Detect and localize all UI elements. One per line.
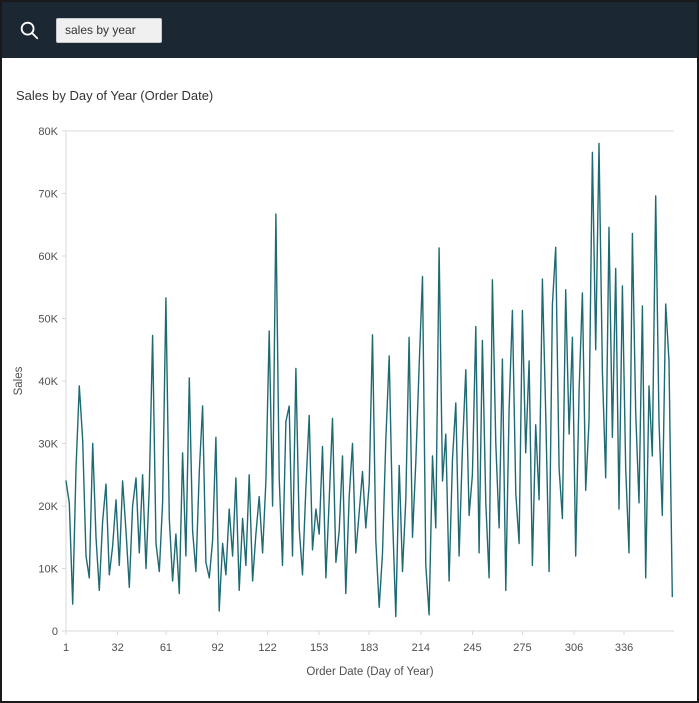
y-tick-label: 0 (52, 626, 58, 638)
y-tick-label: 50K (38, 314, 58, 326)
x-tick-label: 153 (310, 642, 328, 654)
chart-panel: Sales by Day of Year (Order Date) Sales … (2, 88, 697, 693)
y-tick-label: 30K (38, 439, 58, 451)
x-tick-label: 32 (112, 642, 124, 654)
y-tick-label: 40K (38, 376, 58, 388)
y-tick-label: 60K (38, 251, 58, 263)
sales-line[interactable] (65, 142, 673, 618)
chart-title: Sales by Day of Year (Order Date) (16, 88, 214, 103)
x-tick-label: 92 (211, 642, 223, 654)
y-tick-label: 20K (38, 501, 58, 513)
x-tick-label: 306 (565, 642, 583, 654)
y-tick-label: 80K (38, 126, 58, 138)
plot-area: 0 10K 20K 30K 40K 50K 60K 70K 80K 1 32 61 92 122 153 18… (38, 126, 674, 654)
x-tick-label: 1 (63, 642, 69, 654)
x-tick-label: 336 (615, 642, 633, 654)
search-input[interactable] (56, 17, 162, 43)
line-chart[interactable]: Sales Order Date (Day of Year) 0 10K 20K 30… (6, 113, 696, 693)
search-icon[interactable] (18, 19, 40, 41)
y-tick-label: 70K (38, 189, 58, 201)
x-tick-label: 183 (360, 642, 378, 654)
chart: Sales Order Date (Day of Year) 0 10K 20K 30… (6, 113, 697, 693)
y-tick-label: 10K (38, 564, 58, 576)
y-axis-title: Sales (13, 366, 25, 395)
x-tick-label: 275 (513, 642, 531, 654)
x-tick-label: 245 (463, 642, 481, 654)
x-tick-label: 61 (160, 642, 172, 654)
x-tick-label: 122 (258, 642, 276, 654)
search-icon-glyph (20, 21, 39, 40)
x-axis-title: Order Date (Day of Year) (306, 666, 433, 678)
x-tick-label: 214 (412, 642, 430, 654)
search-bar (2, 2, 697, 58)
